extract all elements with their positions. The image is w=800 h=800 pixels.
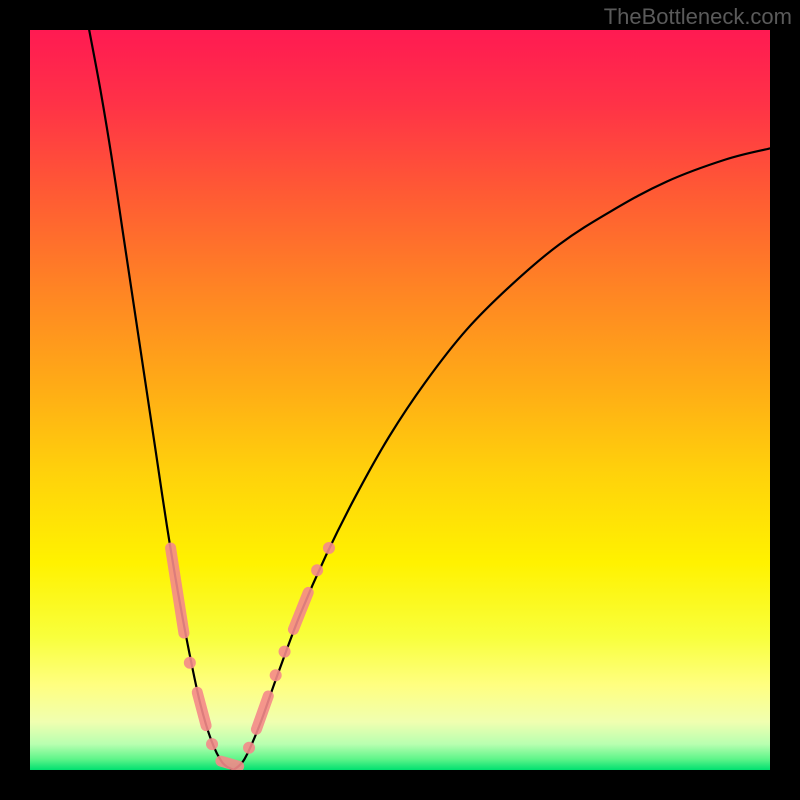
marker-dot <box>311 564 323 576</box>
marker-capsule <box>221 761 239 766</box>
marker-dot <box>184 657 196 669</box>
plot-area-bg <box>30 30 770 770</box>
marker-dot <box>323 542 335 554</box>
marker-dot <box>270 669 282 681</box>
marker-dot <box>206 738 218 750</box>
marker-dot <box>279 646 291 658</box>
watermark-text: TheBottleneck.com <box>604 4 792 29</box>
chart-svg: TheBottleneck.com <box>0 0 800 800</box>
bottleneck-chart: TheBottleneck.com <box>0 0 800 800</box>
marker-dot <box>243 742 255 754</box>
